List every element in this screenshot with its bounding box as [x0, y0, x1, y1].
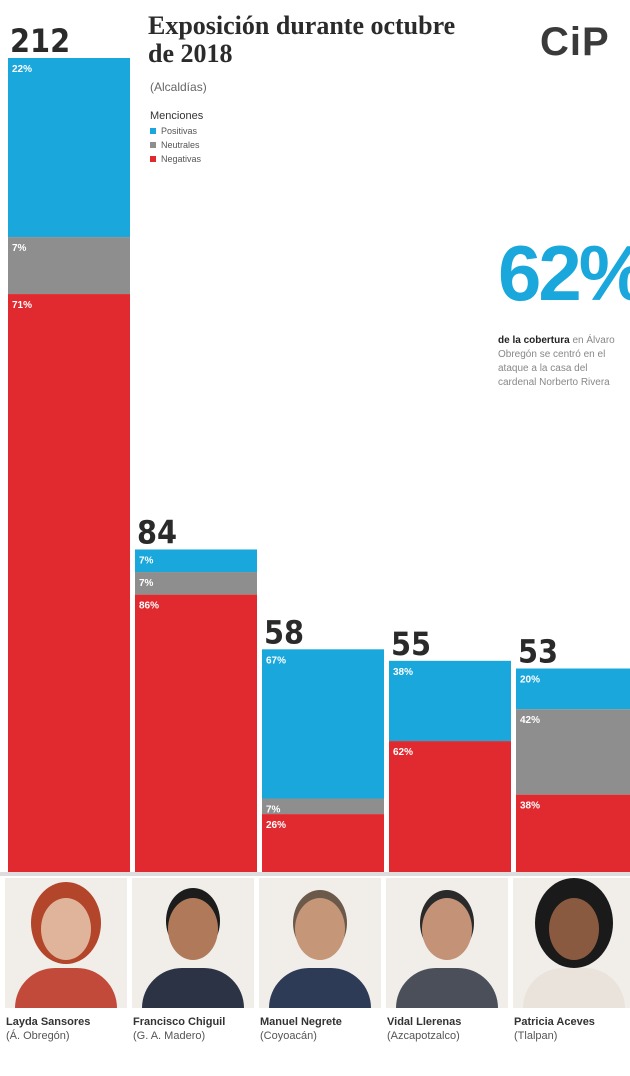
portrait-vidal-llerenas [386, 878, 508, 1008]
legend-item-positivas: Positivas [150, 126, 203, 136]
legend-item-negativas: Negativas [150, 154, 203, 164]
bar-segment-neutrales [516, 709, 630, 795]
bar-segment-negativas [135, 594, 257, 872]
person-name: Francisco Chiguil [133, 1016, 226, 1028]
baseline [0, 872, 630, 876]
bar-segment-label: 7% [139, 555, 154, 566]
person-municipality: (G. A. Madero) [133, 1030, 206, 1042]
person-label-0: Layda Sansores (Á. Obregón) [6, 1015, 130, 1043]
bar-total-label: 58 [264, 613, 304, 651]
legend-label-neutrales: Neutrales [161, 140, 200, 150]
bar-segment-label: 42% [520, 715, 540, 726]
bar-segment-negativas [262, 814, 384, 872]
bar-segment-label: 7% [12, 243, 27, 254]
legend-title: Menciones [150, 110, 204, 122]
portrait-head [41, 898, 91, 960]
person-label-3: Vidal Llerenas (Azcapotzalco) [387, 1015, 511, 1043]
bar-segment-negativas [389, 741, 511, 872]
person-municipality: (Azcapotzalco) [387, 1030, 460, 1042]
portrait-head [168, 898, 218, 960]
bar-segment-positivas [516, 668, 630, 710]
person-municipality: (Coyoacán) [260, 1030, 317, 1042]
person-label-1: Francisco Chiguil (G. A. Madero) [133, 1015, 257, 1043]
portrait-francisco-chiguil [132, 878, 254, 1008]
portrait-body [142, 968, 244, 1008]
bar-segment-label: 26% [266, 820, 286, 831]
chart-subtitle: (Alcaldías) [150, 80, 207, 94]
callout-body-text: en Álvaro Obregón se centró en el ataque… [498, 335, 615, 388]
person-name: Layda Sansores [6, 1016, 91, 1028]
bar-segment-label: 7% [266, 805, 281, 816]
bar-segment-label: 86% [139, 601, 159, 612]
callout-bold-text: de la cobertura [498, 335, 570, 346]
bar-segment-label: 38% [520, 801, 540, 812]
bar-total-label: 212 [10, 22, 70, 60]
legend-label-positivas: Positivas [161, 126, 198, 136]
person-name: Vidal Llerenas [387, 1016, 462, 1028]
legend-label-negativas: Negativas [161, 154, 202, 164]
portrait-body [396, 968, 498, 1008]
person-municipality: (Tlalpan) [514, 1030, 558, 1042]
bar-segment-positivas [262, 649, 384, 799]
bar-segment-positivas [389, 660, 511, 742]
portrait-manuel-negrete [259, 878, 381, 1008]
portrait-body [15, 968, 117, 1008]
bar-segment-neutrales [262, 798, 384, 815]
bar-total-label: 53 [518, 633, 558, 671]
person-label-2: Manuel Negrete (Coyoacán) [260, 1015, 384, 1043]
callout-percentage: 62% [498, 229, 630, 317]
person-municipality: (Á. Obregón) [6, 1030, 70, 1042]
legend-item-neutrales: Neutrales [150, 140, 203, 150]
chart-title: Exposición durante octubre de 2018 [148, 11, 456, 68]
bar-segment-negativas [8, 294, 130, 872]
bar-total-label: 55 [391, 625, 431, 663]
logo-text: CiP [540, 20, 610, 64]
person-name: Manuel Negrete [260, 1016, 342, 1028]
portrait-body [269, 968, 371, 1008]
bar-segment-positivas [135, 549, 257, 573]
bar-total-label: 84 [137, 513, 177, 551]
stacked-bar-chart: 212 22% 7% 71% 84 7% 7% 86% 58 67% 7% 26% 55 38% 62% 53… [0, 22, 630, 876]
portrait-patricia-aceves [513, 878, 630, 1008]
bar-segment-neutrales [8, 237, 130, 295]
bar-segment-label: 7% [139, 578, 154, 589]
portrait-head [422, 898, 472, 960]
portrait-body [523, 968, 625, 1008]
person-label-4: Patricia Aceves (Tlalpan) [514, 1015, 630, 1043]
bar-segment-negativas [516, 794, 630, 872]
bar-segment-label: 38% [393, 667, 413, 678]
portrait-head [549, 898, 599, 960]
bar-segment-label: 67% [266, 655, 286, 666]
legend-swatch-neutrales [150, 142, 156, 148]
cip-logo: CiP [540, 20, 610, 65]
portraits-row [0, 878, 630, 1008]
person-name: Patricia Aceves [514, 1016, 595, 1028]
bar-segment-label: 20% [520, 675, 540, 686]
portrait-head [295, 898, 345, 960]
legend-swatch-positivas [150, 128, 156, 134]
portrait-layda-sansores [5, 878, 127, 1008]
callout-text: de la cobertura en Álvaro Obregón se cen… [498, 334, 626, 390]
bar-segment-label: 62% [393, 747, 413, 758]
bar-segment-neutrales [135, 572, 257, 595]
bar-segment-positivas [8, 58, 130, 238]
legend-swatch-negativas [150, 156, 156, 162]
legend: Menciones Positivas Neutrales Negativas [150, 110, 203, 168]
bar-segment-label: 71% [12, 300, 32, 311]
bar-segment-label: 22% [12, 64, 32, 75]
